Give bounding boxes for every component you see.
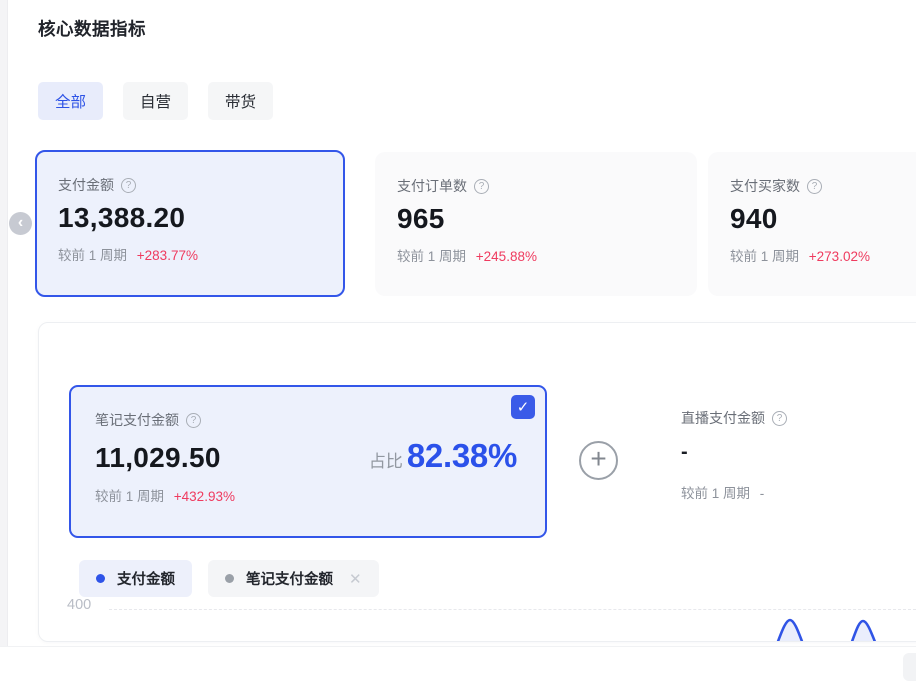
note-card-checkbox[interactable]: ✓ xyxy=(511,395,535,419)
compare-label: 较前 1 周期 xyxy=(397,249,467,264)
help-icon[interactable]: ? xyxy=(121,177,136,193)
metric-compare: 较前 1 周期 +273.02% xyxy=(730,245,916,265)
note-value-row: 11,029.50 占比 82.38% xyxy=(95,437,521,475)
metric-label-text: 笔记支付金额 xyxy=(95,412,179,428)
metric-compare: 较前 1 周期 +432.93% xyxy=(95,485,521,505)
page-bottom-band xyxy=(0,646,916,681)
metric-card-payment-amount[interactable]: 支付金额 ? 13,388.20 较前 1 周期 +283.77% xyxy=(35,150,345,297)
legend-label: 笔记支付金额 xyxy=(246,572,333,588)
tab-goods-promotion[interactable]: 带货 xyxy=(208,82,274,120)
metric-label-text: 直播支付金额 xyxy=(681,410,765,426)
series-dot-icon xyxy=(225,574,234,583)
metric-card-payment-orders[interactable]: 支付订单数 ? 965 较前 1 周期 +245.88% xyxy=(375,152,697,296)
change-value: +273.02% xyxy=(808,249,870,264)
add-metric-button[interactable]: + xyxy=(579,441,618,480)
chevron-left-icon: ‹ xyxy=(17,213,24,231)
metric-label: 笔记支付金额 ? xyxy=(95,410,521,430)
metric-value: - xyxy=(681,441,688,463)
compare-label: 较前 1 周期 xyxy=(681,486,751,501)
live-payment-card[interactable]: 直播支付金额 ? - 较前 1 周期 - xyxy=(657,385,916,538)
metric-value: 940 xyxy=(730,203,778,234)
metric-label: 直播支付金额 ? xyxy=(681,408,908,428)
compare-label: 较前 1 周期 xyxy=(58,248,128,263)
metric-label-text: 支付订单数 xyxy=(397,178,467,194)
ratio-label: 占比 xyxy=(368,452,403,471)
help-icon[interactable]: ? xyxy=(186,412,201,428)
metric-value: 965 xyxy=(397,203,445,234)
change-value: - xyxy=(759,486,765,501)
metric-label: 支付金额 ? xyxy=(58,175,322,195)
help-icon[interactable]: ? xyxy=(807,178,822,194)
chart-legend: 支付金额 笔记支付金额 ✕ xyxy=(79,560,379,597)
note-payment-card[interactable]: ✓ 笔记支付金额 ? 11,029.50 占比 82.38% 较前 1 周期 +… xyxy=(69,385,547,538)
metric-compare: 较前 1 周期 +245.88% xyxy=(397,245,675,265)
metric-label: 支付订单数 ? xyxy=(397,176,675,196)
metric-compare: 较前 1 周期 +283.77% xyxy=(58,244,322,264)
change-value: +245.88% xyxy=(475,249,537,264)
change-value: +432.93% xyxy=(173,489,235,504)
help-icon[interactable]: ? xyxy=(772,410,787,426)
legend-label: 支付金额 xyxy=(117,572,175,588)
check-icon: ✓ xyxy=(516,398,530,416)
metric-label-text: 支付金额 xyxy=(58,177,114,193)
metric-label-text: 支付买家数 xyxy=(730,178,800,194)
close-icon[interactable]: ✕ xyxy=(349,570,362,588)
ratio-value: 82.38% xyxy=(406,437,517,474)
plus-icon: + xyxy=(590,443,607,474)
page-left-edge xyxy=(0,0,8,646)
change-value: +283.77% xyxy=(136,248,198,263)
legend-pill-payment-amount[interactable]: 支付金额 xyxy=(79,560,192,597)
metric-value: 11,029.50 xyxy=(95,442,221,473)
carousel-prev-button[interactable]: ‹ xyxy=(9,212,32,235)
compare-label: 较前 1 周期 xyxy=(95,489,165,504)
metric-card-payment-buyers[interactable]: 支付买家数 ? 940 较前 1 周期 +273.02% xyxy=(708,152,916,296)
y-axis-tick-400: 400 xyxy=(67,597,92,613)
metric-value: 13,388.20 xyxy=(58,202,186,233)
page-title: 核心数据指标 xyxy=(38,19,146,39)
tab-all[interactable]: 全部 xyxy=(38,82,104,120)
corner-widget-fragment xyxy=(903,653,916,681)
ratio-group: 占比 82.38% xyxy=(369,437,521,475)
compare-label: 较前 1 周期 xyxy=(730,249,800,264)
metric-compare: 较前 1 周期 - xyxy=(681,482,908,502)
scope-tabs: 全部 自营 带货 xyxy=(38,82,274,120)
payment-trend-chart xyxy=(776,618,877,641)
series-dot-icon xyxy=(96,574,105,583)
metric-label: 支付买家数 ? xyxy=(730,176,916,196)
help-icon[interactable]: ? xyxy=(474,178,489,194)
legend-pill-note-payment-amount[interactable]: 笔记支付金额 ✕ xyxy=(208,560,379,597)
breakdown-panel: ✓ 笔记支付金额 ? 11,029.50 占比 82.38% 较前 1 周期 +… xyxy=(38,322,916,642)
tab-self-operated[interactable]: 自营 xyxy=(123,82,189,120)
gridline-400 xyxy=(109,609,916,610)
